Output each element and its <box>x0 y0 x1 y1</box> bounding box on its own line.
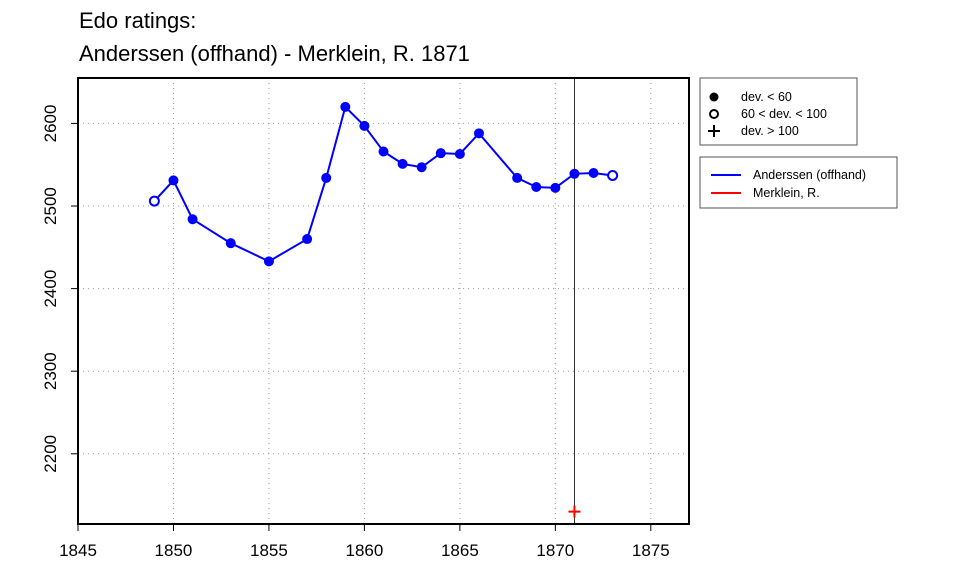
y-tick-label: 2200 <box>41 435 60 473</box>
y-tick-label: 2600 <box>41 105 60 143</box>
data-point <box>359 120 370 131</box>
legend-series-label: Merklein, R. <box>753 186 820 200</box>
data-point <box>512 172 523 183</box>
x-tick-label: 1850 <box>155 541 193 560</box>
x-tick-label: 1865 <box>441 541 479 560</box>
data-point <box>148 195 160 207</box>
y-tick-label: 2400 <box>41 270 60 308</box>
data-point <box>588 167 599 178</box>
data-point <box>378 146 389 157</box>
data-point <box>416 162 427 173</box>
dev-legend-box <box>699 77 858 146</box>
plot-frame <box>77 77 690 525</box>
x-tick-label: 1860 <box>345 541 383 560</box>
data-point <box>225 238 236 249</box>
data-point <box>550 182 561 193</box>
data-point <box>454 148 465 159</box>
data-point <box>435 148 446 159</box>
data-point <box>473 128 484 139</box>
data-point <box>321 172 332 183</box>
y-tick-label: 2500 <box>41 187 60 225</box>
series-legend-box <box>699 156 898 209</box>
y-tick-label: 2300 <box>41 352 60 390</box>
legend-marker <box>709 109 719 119</box>
legend-label: dev. > 100 <box>741 124 799 138</box>
data-point <box>397 158 408 169</box>
data-point <box>302 234 313 245</box>
x-tick-label: 1845 <box>59 541 97 560</box>
series-legend: Anderssen (offhand) Merklein, R. <box>699 156 898 209</box>
chart-title-line-2: Anderssen (offhand) - Merklein, R. 1871 <box>79 41 470 66</box>
series-layer <box>148 101 619 518</box>
axes: 1845 1850 1855 1860 1865 1870 1875 2200 2300 2400… <box>41 77 690 560</box>
data-point <box>568 505 581 518</box>
data-point <box>531 182 542 193</box>
x-tick-label: 1875 <box>632 541 670 560</box>
legend-marker <box>708 125 720 137</box>
legend-label: 60 < dev. < 100 <box>741 107 827 121</box>
legend-label: dev. < 60 <box>741 90 792 104</box>
series-line <box>153 104 613 263</box>
data-point <box>569 168 580 179</box>
chart-title-line-1: Edo ratings: <box>79 8 196 33</box>
x-tick-label: 1870 <box>536 541 574 560</box>
x-tick-label: 1855 <box>250 541 288 560</box>
data-point <box>607 169 619 181</box>
dev-legend: dev. < 60 60 < dev. < 100 dev. > 100 <box>699 77 858 146</box>
legend-marker <box>709 92 719 102</box>
data-point <box>187 214 198 225</box>
data-point <box>263 256 274 267</box>
grid-lines <box>78 78 689 524</box>
legend-series-label: Anderssen (offhand) <box>753 168 866 182</box>
data-point <box>340 101 351 112</box>
data-point <box>168 175 179 186</box>
